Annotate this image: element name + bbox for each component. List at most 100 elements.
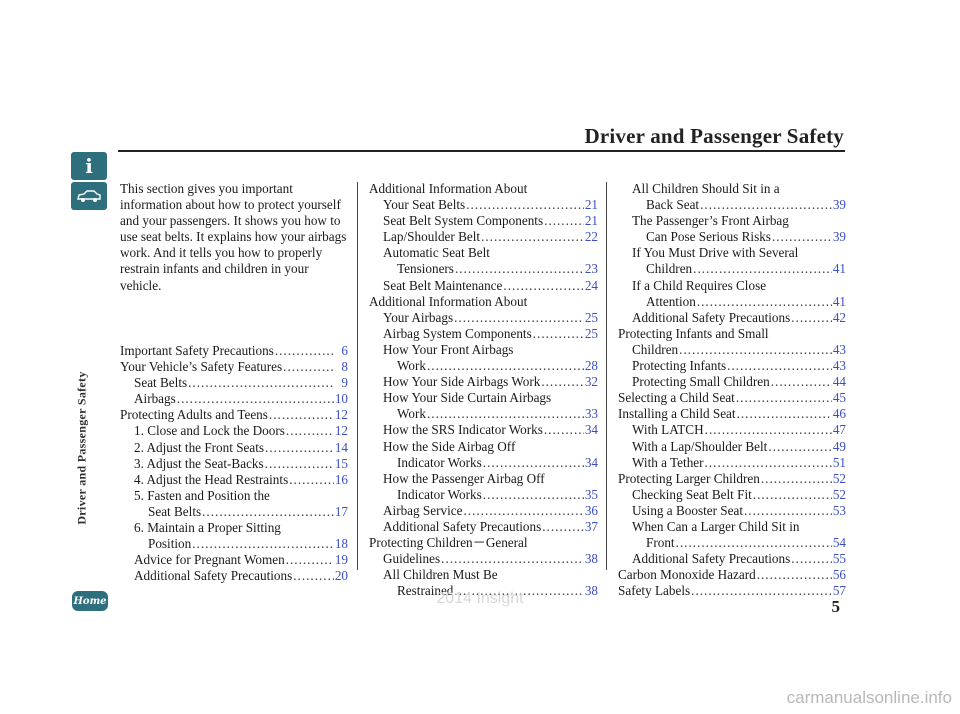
toc-page-link[interactable]: 17 <box>334 503 348 519</box>
toc-page-link[interactable]: 20 <box>334 568 348 584</box>
toc-page-link[interactable]: 42 <box>832 309 846 325</box>
toc-entry[interactable]: Work 33 <box>369 406 598 422</box>
toc-entry[interactable]: Safety Labels 57 <box>618 583 846 599</box>
toc-entry[interactable]: Advice for Pregnant Women 19 <box>120 552 348 568</box>
toc-page-link[interactable]: 25 <box>584 325 598 341</box>
toc-entry[interactable]: Back Seat 39 <box>618 197 846 213</box>
toc-entry[interactable]: Seat Belt Maintenance 24 <box>369 278 598 294</box>
toc-entry[interactable]: How Your Side Airbags Work 32 <box>369 374 598 390</box>
toc-page-link[interactable]: 32 <box>584 374 598 390</box>
toc-entry[interactable]: Airbags 10 <box>120 391 348 407</box>
toc-page-link[interactable]: 44 <box>832 374 846 390</box>
toc-entry[interactable]: Additional Safety Precautions 37 <box>369 519 598 535</box>
toc-entry[interactable]: Additional Safety Precautions 55 <box>618 551 846 567</box>
toc-entry[interactable]: Work 28 <box>369 358 598 374</box>
toc-page-link[interactable]: 10 <box>334 391 348 407</box>
toc-entry[interactable]: Protecting Adults and Teens 12 <box>120 407 348 423</box>
car-icon[interactable] <box>71 182 107 210</box>
toc-page-link[interactable]: 35 <box>584 486 598 502</box>
toc-page-link[interactable]: 41 <box>832 261 846 277</box>
toc-page-link[interactable]: 21 <box>584 197 598 213</box>
toc-entry[interactable]: Checking Seat Belt Fit 52 <box>618 487 846 503</box>
toc-entry[interactable]: Lap/Shoulder Belt 22 <box>369 229 598 245</box>
toc-entry[interactable]: Selecting a Child Seat 45 <box>618 390 846 406</box>
toc-entry[interactable]: Attention 41 <box>618 294 846 310</box>
toc-entry[interactable]: Airbag System Components 25 <box>369 326 598 342</box>
toc-page-link[interactable]: 47 <box>832 422 846 438</box>
toc-entry[interactable]: Protecting Infants 43 <box>618 358 846 374</box>
toc-entry[interactable]: Additional Safety Precautions 42 <box>618 310 846 326</box>
toc-page-link[interactable]: 9 <box>341 375 348 391</box>
toc-entry[interactable]: Protecting Small Children 44 <box>618 374 846 390</box>
toc-page-link[interactable]: 46 <box>832 406 846 422</box>
toc-entry[interactable]: Front 54 <box>618 535 846 551</box>
toc-entry[interactable]: Seat Belts 9 <box>120 375 348 391</box>
toc-page-link[interactable]: 25 <box>584 309 598 325</box>
toc-entry[interactable]: With LATCH 47 <box>618 422 846 438</box>
toc-page-link[interactable]: 22 <box>584 229 598 245</box>
toc-page-link[interactable]: 21 <box>584 213 598 229</box>
toc-entry[interactable]: Carbon Monoxide Hazard 56 <box>618 567 846 583</box>
toc-page-link[interactable]: 41 <box>832 293 846 309</box>
home-button[interactable]: Home <box>72 591 108 611</box>
toc-page-link[interactable]: 15 <box>334 455 348 471</box>
toc-page-link[interactable]: 49 <box>832 438 846 454</box>
toc-page-link[interactable]: 12 <box>334 423 348 439</box>
toc-page-link[interactable]: 24 <box>584 277 598 293</box>
toc-entry[interactable]: Guidelines 38 <box>369 551 598 567</box>
toc-entry[interactable]: Additional Safety Precautions 20 <box>120 568 348 584</box>
toc-page-link[interactable]: 6 <box>341 343 348 358</box>
toc-entry[interactable]: Your Seat Belts 21 <box>369 197 598 213</box>
toc-page-link[interactable]: 14 <box>334 439 348 455</box>
toc-page-link[interactable]: 36 <box>584 502 598 518</box>
toc-entry[interactable]: Indicator Works 34 <box>369 455 598 471</box>
toc-page-link[interactable]: 34 <box>584 454 598 470</box>
toc-entry[interactable]: 2. Adjust the Front Seats 14 <box>120 440 348 456</box>
toc-entry[interactable]: Children 41 <box>618 261 846 277</box>
toc-page-link[interactable]: 53 <box>832 502 846 518</box>
toc-entry[interactable]: 1. Close and Lock the Doors 12 <box>120 423 348 439</box>
toc-page-link[interactable]: 28 <box>584 358 598 374</box>
toc-entry[interactable]: Seat Belt System Components 21 <box>369 213 598 229</box>
toc-page-link[interactable]: 56 <box>832 567 846 583</box>
toc-entry[interactable]: Restrained 38 <box>369 583 598 599</box>
toc-page-link[interactable]: 57 <box>832 583 846 599</box>
toc-page-link[interactable]: 19 <box>334 552 348 568</box>
toc-page-link[interactable]: 54 <box>832 535 846 551</box>
toc-entry[interactable]: How the SRS Indicator Works 34 <box>369 422 598 438</box>
toc-page-link[interactable]: 39 <box>832 197 846 213</box>
toc-entry[interactable]: 4. Adjust the Head Restraints 16 <box>120 472 348 488</box>
info-icon[interactable]: i <box>71 152 107 180</box>
toc-entry[interactable]: Your Vehicle’s Safety Features 8 <box>120 359 348 375</box>
toc-page-link[interactable]: 51 <box>832 454 846 470</box>
toc-entry[interactable]: Seat Belts 17 <box>120 504 348 520</box>
toc-entry[interactable]: Can Pose Serious Risks 39 <box>618 229 846 245</box>
toc-page-link[interactable]: 37 <box>584 518 598 534</box>
toc-page-link[interactable]: 52 <box>832 486 846 502</box>
toc-page-link[interactable]: 18 <box>334 536 348 552</box>
toc-page-link[interactable]: 43 <box>832 341 846 357</box>
toc-entry[interactable]: Tensioners 23 <box>369 261 598 277</box>
toc-page-link[interactable]: 45 <box>832 390 846 406</box>
toc-entry[interactable]: With a Lap/Shoulder Belt 49 <box>618 439 846 455</box>
toc-entry[interactable]: With a Tether 51 <box>618 455 846 471</box>
toc-page-link[interactable]: 38 <box>584 583 598 599</box>
toc-entry[interactable]: Installing a Child Seat 46 <box>618 406 846 422</box>
toc-page-link[interactable]: 8 <box>341 359 348 375</box>
toc-page-link[interactable]: 33 <box>584 406 598 422</box>
toc-entry[interactable]: Using a Booster Seat 53 <box>618 503 846 519</box>
toc-entry[interactable]: Your Airbags 25 <box>369 310 598 326</box>
toc-page-link[interactable]: 34 <box>584 422 598 438</box>
toc-page-link[interactable]: 52 <box>832 470 846 486</box>
toc-entry[interactable]: Children 43 <box>618 342 846 358</box>
toc-page-link[interactable]: 12 <box>334 407 348 423</box>
toc-entry[interactable]: Important Safety Precautions 6 <box>120 343 348 359</box>
toc-entry[interactable]: Protecting Larger Children 52 <box>618 471 846 487</box>
toc-page-link[interactable]: 23 <box>584 261 598 277</box>
toc-page-link[interactable]: 55 <box>832 551 846 567</box>
toc-page-link[interactable]: 43 <box>832 358 846 374</box>
toc-entry[interactable]: Indicator Works 35 <box>369 487 598 503</box>
toc-entry[interactable]: Airbag Service 36 <box>369 503 598 519</box>
toc-entry[interactable]: Position 18 <box>120 536 348 552</box>
toc-page-link[interactable]: 38 <box>584 551 598 567</box>
